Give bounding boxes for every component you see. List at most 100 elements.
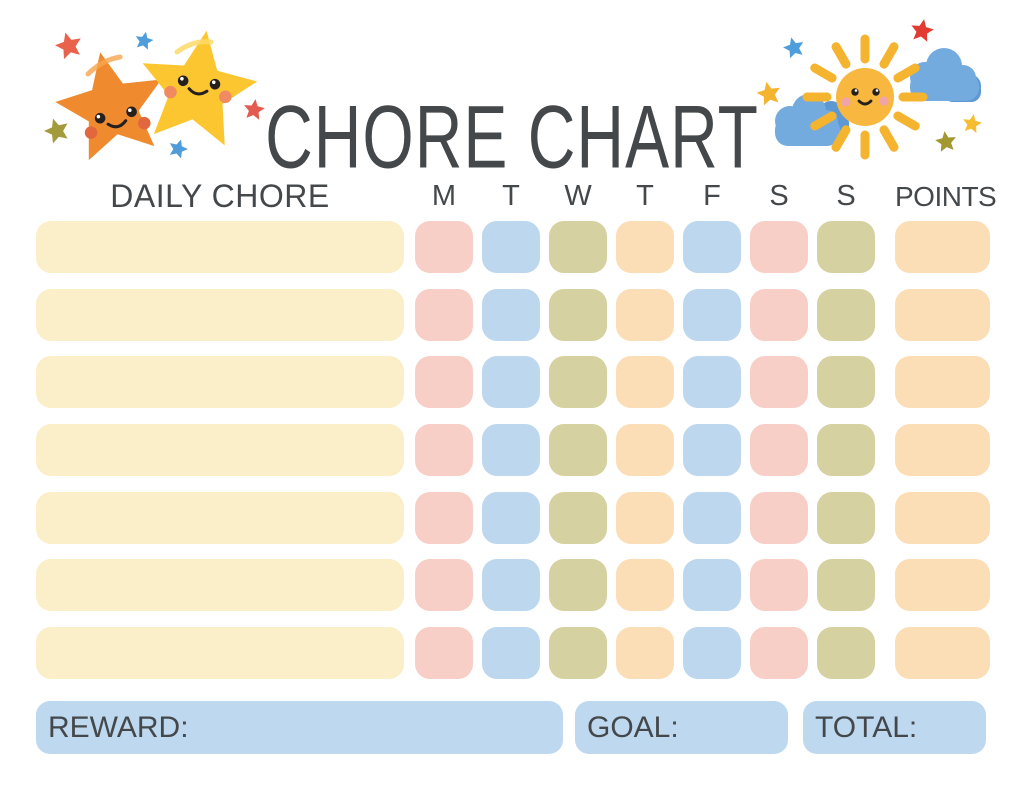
day-cell-1[interactable] [482,356,540,409]
points-cell[interactable] [895,288,990,341]
chore-name-cell[interactable] [36,627,404,680]
day-cell-4[interactable] [683,424,741,477]
chore-row-4 [36,424,990,477]
small-red-star-icon [909,17,936,43]
day-cell-6[interactable] [817,424,875,477]
chart-rows [36,221,990,695]
points-header: POINTS [895,180,997,212]
day-cell-1[interactable] [482,627,540,680]
day-cell-4[interactable] [683,491,741,544]
sun-icon [802,34,928,160]
day-cell-3[interactable] [616,288,674,341]
day-cell-3[interactable] [616,356,674,409]
day-cell-2[interactable] [549,491,607,544]
day-cell-1[interactable] [482,424,540,477]
stars-illustration [41,21,266,165]
table-header: DAILY CHORE M T W T F S S POINTS [36,178,997,215]
goal-label: GOAL: [587,710,679,744]
day-cell-6[interactable] [817,221,875,273]
day-cell-0[interactable] [415,491,473,544]
day-cell-2[interactable] [549,559,607,612]
day-cell-5[interactable] [750,424,808,477]
day-header-3: T [636,180,654,212]
points-cell[interactable] [895,491,990,544]
small-yellow-star-icon [754,79,783,107]
day-cell-3[interactable] [616,491,674,544]
day-cell-6[interactable] [817,627,875,680]
day-header-0: M [431,180,457,212]
small-blue-star-icon [133,29,155,51]
day-cell-5[interactable] [750,288,808,341]
total-box[interactable]: TOTAL: [803,701,986,754]
chore-row-7 [36,627,990,680]
day-cell-4[interactable] [683,627,741,680]
day-cell-5[interactable] [750,627,808,680]
day-cell-2[interactable] [549,288,607,341]
day-cell-2[interactable] [549,356,607,409]
day-header-6: S [836,180,856,212]
day-cell-0[interactable] [415,221,473,273]
chore-name-cell[interactable] [36,424,404,477]
day-cell-3[interactable] [616,221,674,273]
chore-name-cell[interactable] [36,288,404,341]
day-cell-6[interactable] [817,559,875,612]
day-cell-1[interactable] [482,221,540,273]
day-cell-5[interactable] [750,559,808,612]
chore-name-cell[interactable] [36,221,404,273]
day-cell-2[interactable] [549,627,607,680]
day-cell-1[interactable] [482,559,540,612]
day-cell-3[interactable] [616,627,674,680]
chore-row-2 [36,288,990,341]
orange-star-face [84,106,151,139]
goal-box[interactable]: GOAL: [575,701,788,754]
day-cell-0[interactable] [415,356,473,409]
sun-face [841,88,889,107]
star-highlight [174,39,214,55]
chore-name-cell[interactable] [36,356,404,409]
day-cell-0[interactable] [415,559,473,612]
chore-row-6 [36,559,990,612]
day-cell-4[interactable] [683,221,741,273]
chore-row-1 [36,221,990,273]
page-title: CHORE CHART [265,86,759,187]
sun-clouds-illustration [754,17,984,160]
daily-chore-header: DAILY CHORE [110,178,330,214]
small-yellow-star-icon [961,112,984,134]
day-cell-1[interactable] [482,288,540,341]
points-cell[interactable] [895,424,990,477]
chore-row-5 [36,491,990,544]
points-cell[interactable] [895,627,990,680]
chore-name-cell[interactable] [36,559,404,612]
day-cell-3[interactable] [616,559,674,612]
star-highlight [85,54,123,77]
day-header-2: W [564,180,592,212]
day-cell-6[interactable] [817,288,875,341]
day-cell-4[interactable] [683,559,741,612]
day-cell-0[interactable] [415,627,473,680]
yellow-star-face [164,75,232,104]
day-cell-6[interactable] [817,356,875,409]
day-cell-5[interactable] [750,491,808,544]
day-cell-1[interactable] [482,491,540,544]
chore-row-3 [36,356,990,409]
day-cell-5[interactable] [750,221,808,273]
day-cell-0[interactable] [415,424,473,477]
day-cell-2[interactable] [549,221,607,273]
day-cell-2[interactable] [549,424,607,477]
day-cell-6[interactable] [817,491,875,544]
chore-name-cell[interactable] [36,491,404,544]
day-header-5: S [769,180,789,212]
day-cell-0[interactable] [415,288,473,341]
points-cell[interactable] [895,356,990,409]
small-olive-star-icon [934,129,958,153]
points-cell[interactable] [895,559,990,612]
small-red-star-icon [52,29,85,61]
day-cell-5[interactable] [750,356,808,409]
points-cell[interactable] [895,221,990,273]
day-cell-3[interactable] [616,424,674,477]
day-cell-4[interactable] [683,356,741,409]
total-label: TOTAL: [815,710,918,744]
reward-box[interactable]: REWARD: [36,701,563,754]
day-cell-4[interactable] [683,288,741,341]
